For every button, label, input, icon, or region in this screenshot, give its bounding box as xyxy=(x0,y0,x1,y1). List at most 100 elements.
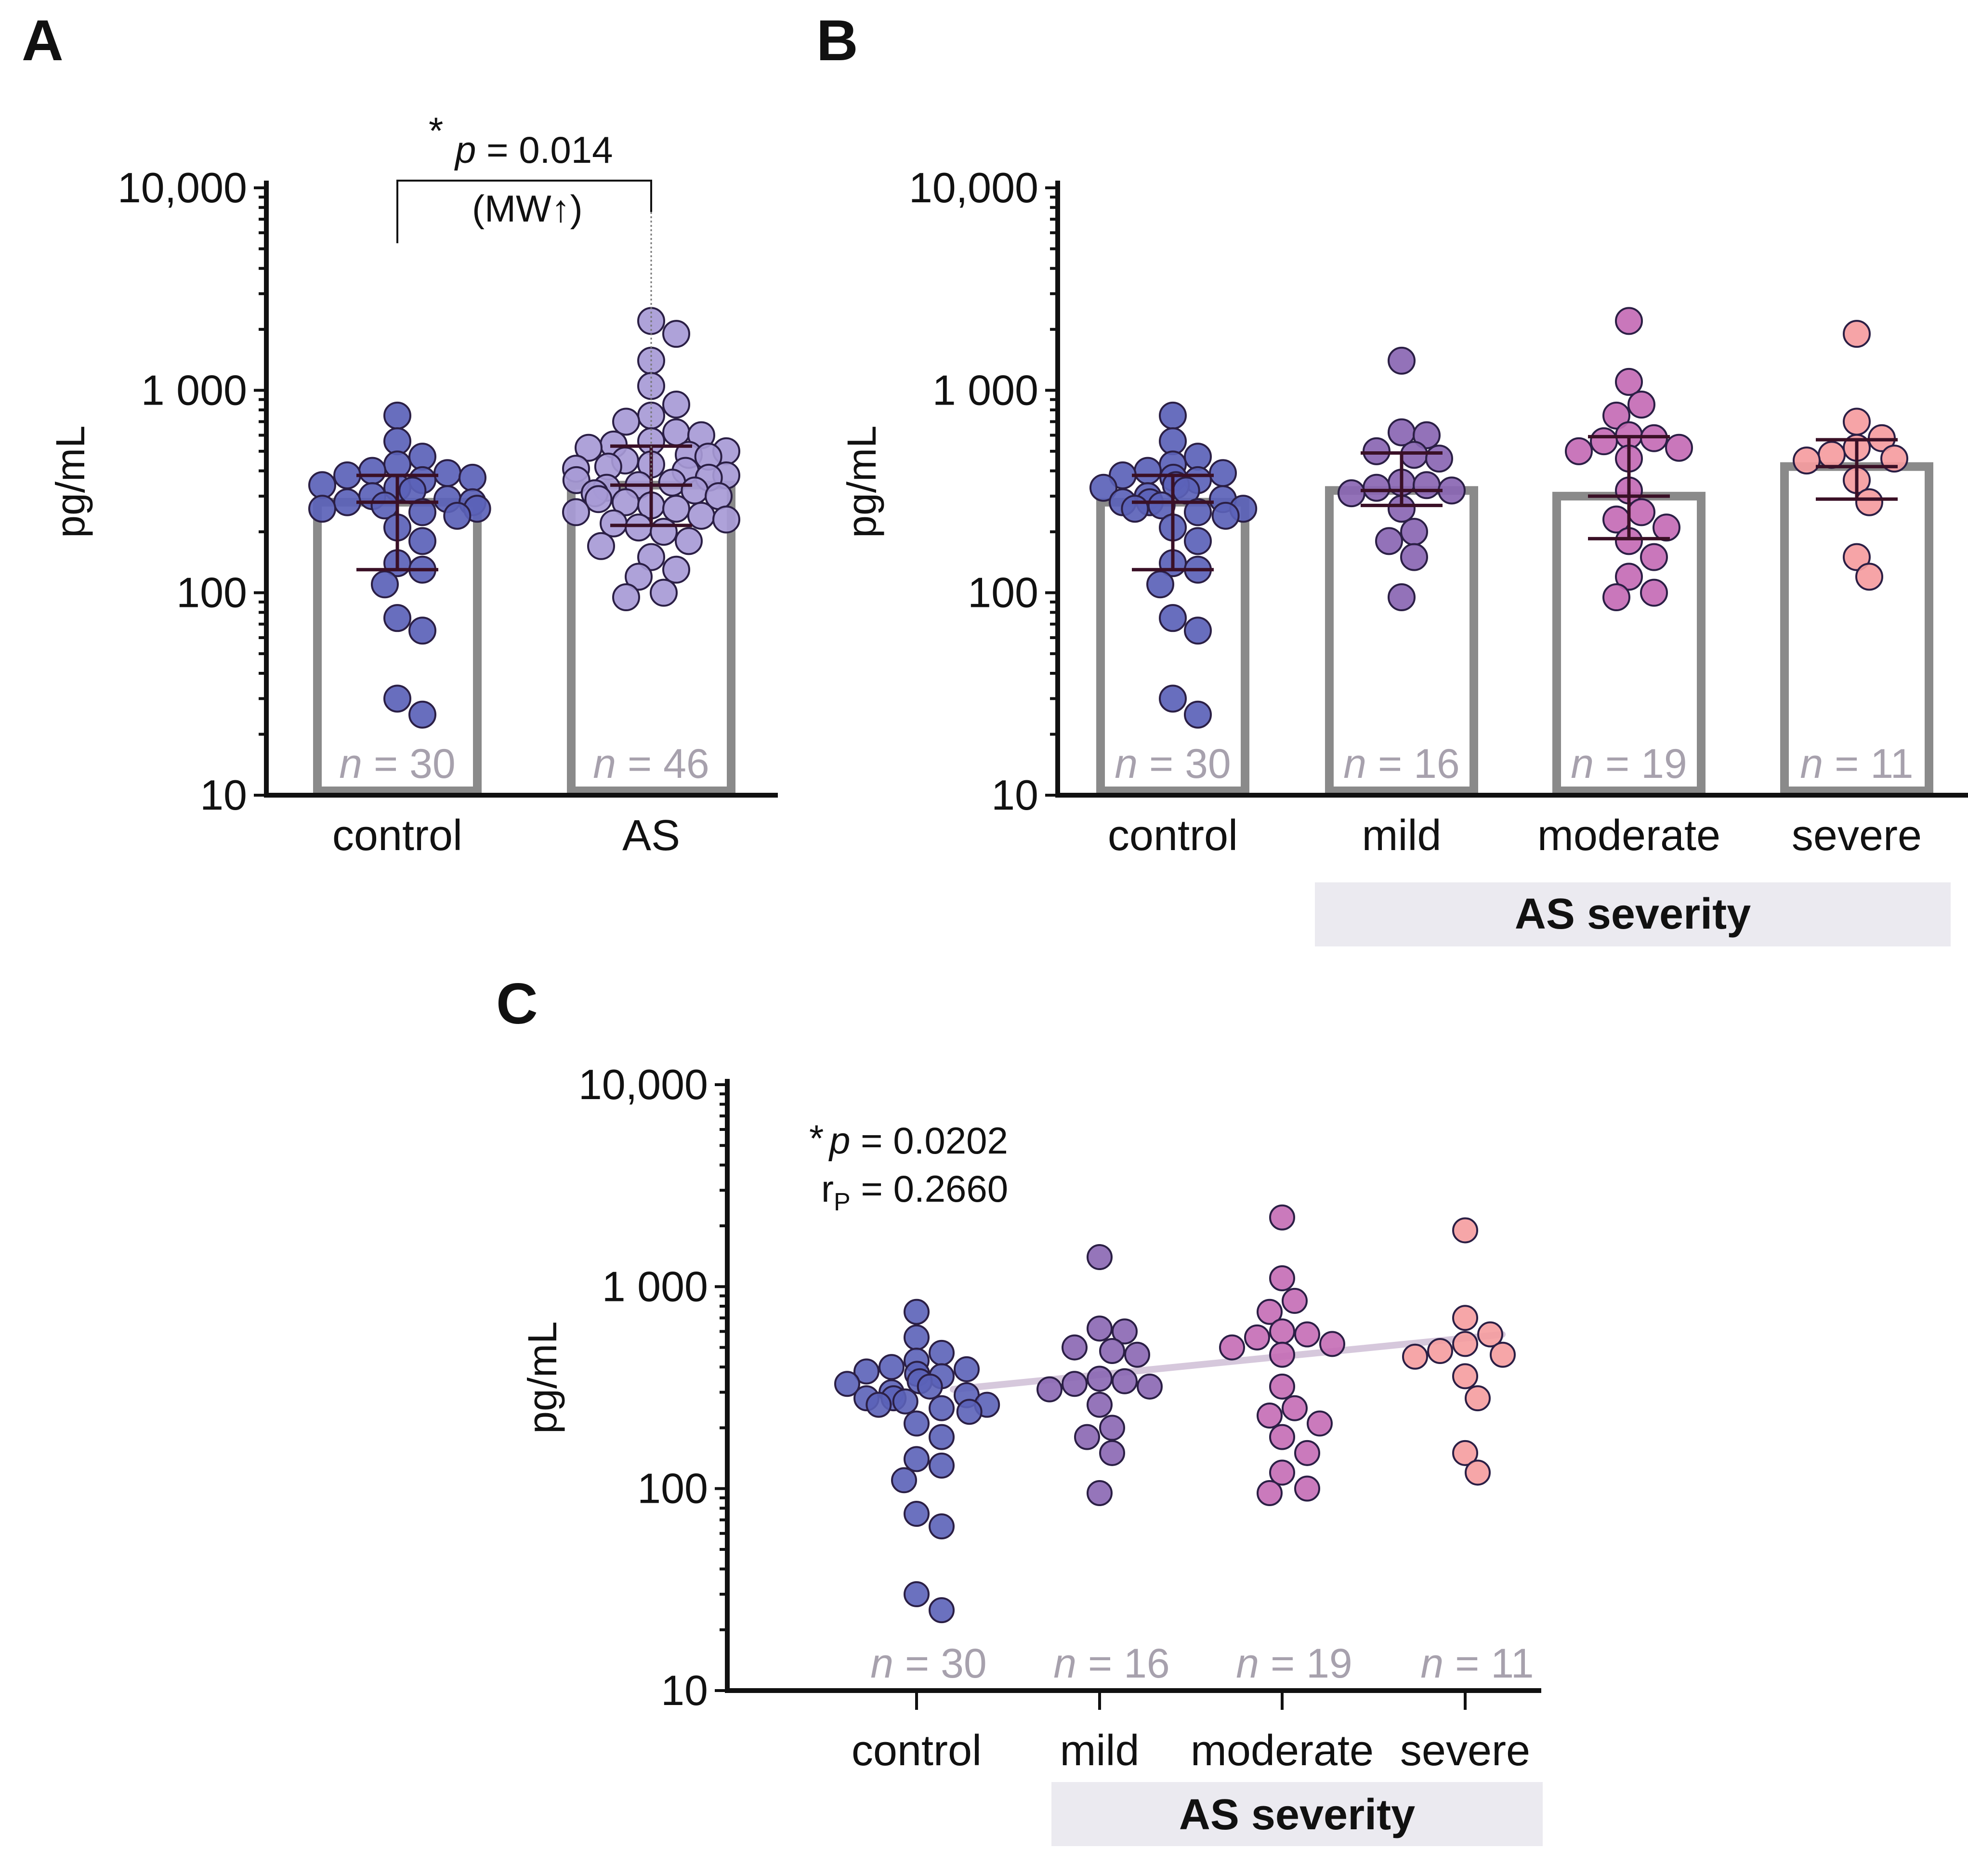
category-label-control: control xyxy=(332,812,462,860)
data-point xyxy=(1602,401,1630,430)
panel-a-n-labels: n = 30 n = 46 xyxy=(339,741,709,787)
data-point xyxy=(1818,441,1846,469)
panel-c-y-ticks: 10 100 1 000 10,000 xyxy=(578,1061,727,1714)
data-point xyxy=(459,463,486,492)
panel-b-label: B xyxy=(816,8,858,73)
data-point xyxy=(1402,1343,1428,1370)
data-point xyxy=(1452,1440,1478,1466)
data-point xyxy=(1400,518,1428,546)
data-point xyxy=(1112,1318,1138,1345)
n-label: n = 19 xyxy=(1571,741,1687,787)
n-label: n = 46 xyxy=(593,741,709,787)
data-point xyxy=(408,700,436,729)
data-point xyxy=(1465,1385,1491,1412)
data-point xyxy=(1843,407,1871,436)
data-point xyxy=(1087,1365,1113,1392)
data-point xyxy=(904,1410,930,1437)
data-point xyxy=(625,563,653,591)
data-point xyxy=(1640,543,1668,571)
y-tick-label: 10,000 xyxy=(118,164,247,211)
data-point xyxy=(1269,1204,1295,1231)
data-point xyxy=(1121,495,1149,523)
stats-star: * xyxy=(809,1117,824,1159)
data-point xyxy=(1294,1321,1320,1348)
data-point xyxy=(1565,437,1593,465)
data-point xyxy=(637,543,665,571)
data-point xyxy=(712,505,740,534)
data-point xyxy=(371,570,399,599)
y-tick-label: 100 xyxy=(968,569,1038,617)
data-point xyxy=(879,1354,905,1380)
data-point xyxy=(1615,367,1643,396)
data-point xyxy=(892,1388,918,1415)
panel-b-error-bars xyxy=(1132,435,1898,572)
panel-c-y-label: pg/mL xyxy=(520,1321,565,1433)
panel-a-y-ticks: 10 100 1 000 10,000 xyxy=(118,164,266,819)
data-point xyxy=(333,461,361,489)
category-label-mild: mild xyxy=(1362,812,1441,860)
significance-bracket xyxy=(396,180,652,243)
y-tick-label: 10 xyxy=(991,771,1038,819)
data-point xyxy=(891,1467,917,1494)
data-point xyxy=(834,1371,860,1397)
data-point xyxy=(1294,1440,1320,1466)
data-point xyxy=(383,401,411,430)
data-point xyxy=(1438,476,1466,505)
category-label-severe: severe xyxy=(1792,812,1922,860)
data-point xyxy=(1793,446,1821,475)
data-point xyxy=(1400,543,1428,571)
panel-c-x-ticks xyxy=(915,1691,1467,1710)
panel-c-dots xyxy=(834,1204,1516,1624)
data-point xyxy=(904,1324,930,1351)
data-point xyxy=(408,617,436,645)
data-point xyxy=(687,501,715,530)
data-point xyxy=(662,391,690,419)
data-point xyxy=(1269,1373,1295,1400)
data-point xyxy=(1653,513,1680,542)
data-point xyxy=(1307,1410,1333,1437)
category-label-as: AS xyxy=(622,812,680,860)
data-point xyxy=(308,495,336,523)
data-point xyxy=(1087,1244,1113,1271)
data-point xyxy=(650,578,678,607)
data-point xyxy=(1099,1415,1125,1441)
data-point xyxy=(1627,498,1655,526)
data-point xyxy=(1087,1391,1113,1418)
data-point xyxy=(954,1356,980,1382)
panel-a-dots xyxy=(308,307,740,729)
data-point xyxy=(1400,441,1428,469)
data-point xyxy=(1184,700,1212,729)
panel-a-significance: * p = 0.014 (MW↑) xyxy=(396,109,652,482)
data-point xyxy=(1124,1341,1150,1368)
data-point xyxy=(1257,1402,1283,1429)
data-point xyxy=(383,450,411,479)
data-point xyxy=(1452,1331,1478,1357)
n-label: n = 19 xyxy=(1236,1640,1352,1687)
data-point xyxy=(853,1358,879,1385)
y-tick-label: 10,000 xyxy=(909,164,1038,211)
data-point xyxy=(562,498,590,526)
panel-b-n-labels: n = 30 n = 16 n = 19 n = 11 xyxy=(1115,741,1913,787)
stats-p-line: p = 0.0202 xyxy=(828,1119,1008,1162)
data-point xyxy=(308,471,336,499)
data-point xyxy=(1363,437,1391,465)
data-point xyxy=(1413,421,1441,449)
data-point xyxy=(1294,1475,1320,1502)
panel-b-y-ticks: 10 100 1 000 10,000 xyxy=(909,164,1058,819)
data-point xyxy=(1465,1459,1491,1486)
data-point xyxy=(383,604,411,632)
panel-c-label: C xyxy=(496,971,538,1036)
data-point xyxy=(383,427,411,456)
data-point xyxy=(929,1339,955,1366)
data-point xyxy=(584,485,613,513)
data-point xyxy=(1282,1287,1308,1314)
data-point xyxy=(1490,1341,1516,1368)
data-point xyxy=(1184,443,1212,471)
panel-b-severity-label: AS severity xyxy=(1515,890,1751,938)
data-point xyxy=(1363,473,1391,502)
data-point xyxy=(1134,457,1162,485)
data-point xyxy=(1219,1334,1245,1361)
data-point xyxy=(1269,1459,1295,1486)
data-point xyxy=(1452,1363,1478,1390)
